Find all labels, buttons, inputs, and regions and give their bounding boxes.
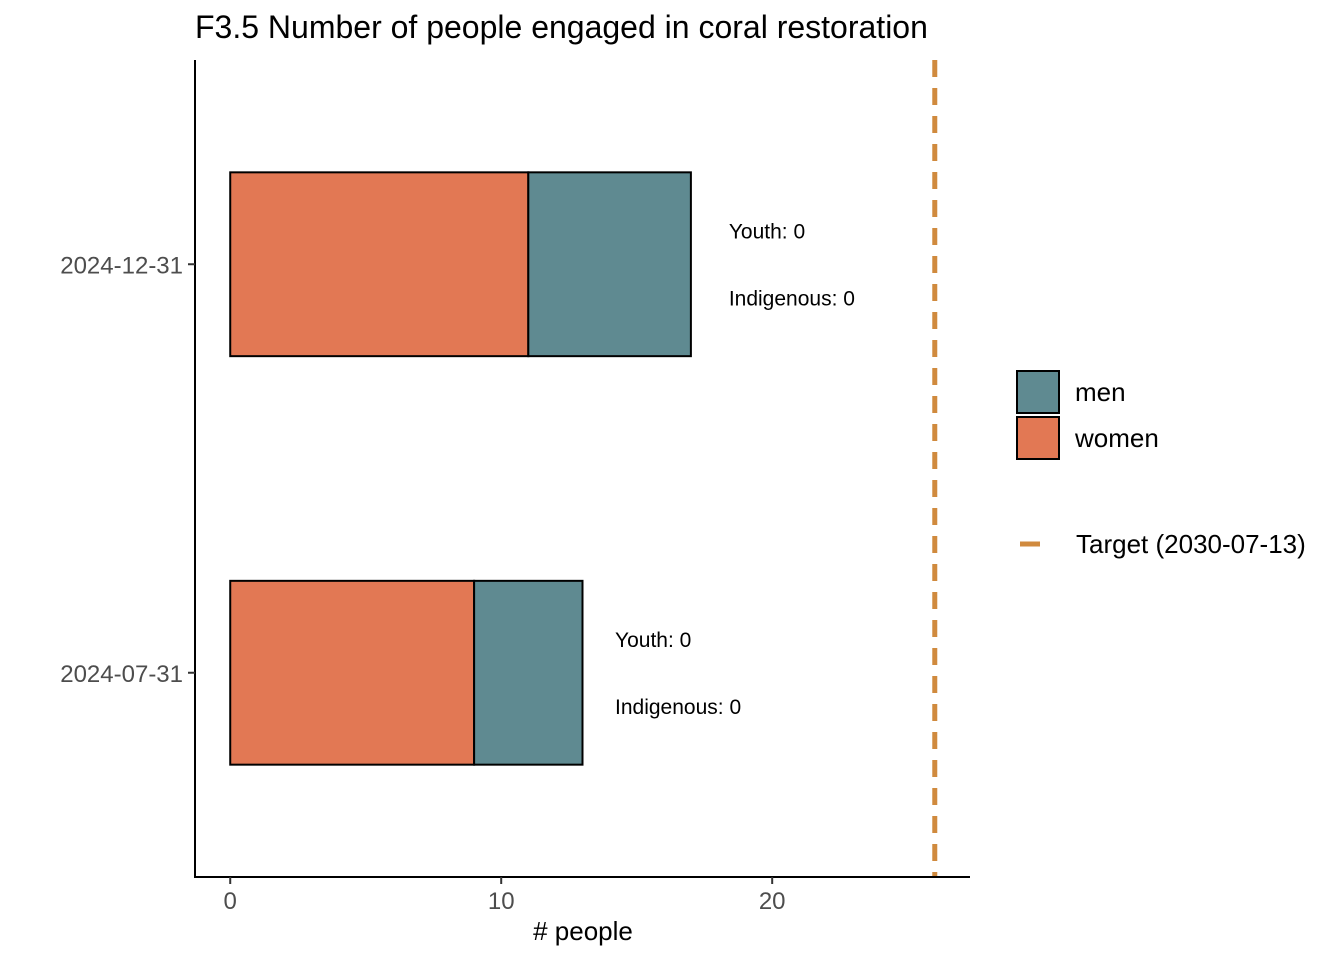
legend-swatch-men (1016, 370, 1060, 414)
bar-men-2024-07-31 (473, 579, 584, 766)
legend-label-women: women (1074, 423, 1159, 453)
bar-men-2024-12-31 (527, 171, 692, 358)
x-tick-label-0: 0 (224, 888, 237, 915)
plot-area: Youth: 0 Indigenous: 0 Youth: 0 Indigenous:… (60, 60, 970, 915)
chart-title: F3.5 Number of people engaged in coral r… (195, 9, 928, 45)
annotation-youth-2024-07-31: Youth: 0 (615, 629, 691, 652)
x-tick-label-10: 10 (488, 888, 515, 915)
annotation-indigenous-2024-12-31: Indigenous: 0 (729, 287, 855, 310)
annotation-indigenous-2024-07-31: Indigenous: 0 (615, 696, 741, 719)
x-tick-label-20: 20 (759, 888, 786, 915)
legend: men women Target (2030-07-13) (1016, 370, 1306, 559)
bar-women-2024-12-31 (229, 171, 530, 358)
bar-women-2024-07-31 (229, 579, 476, 766)
legend-label-men: men (1075, 377, 1126, 407)
y-tick-label-2024-12-31: 2024-12-31 (60, 252, 183, 279)
x-axis-title: # people (533, 916, 633, 946)
annotation-youth-2024-12-31: Youth: 0 (729, 220, 805, 243)
y-tick-label-2024-07-31: 2024-07-31 (60, 661, 183, 688)
legend-swatch-women (1016, 416, 1060, 460)
legend-label-target: Target (2030-07-13) (1076, 529, 1306, 559)
